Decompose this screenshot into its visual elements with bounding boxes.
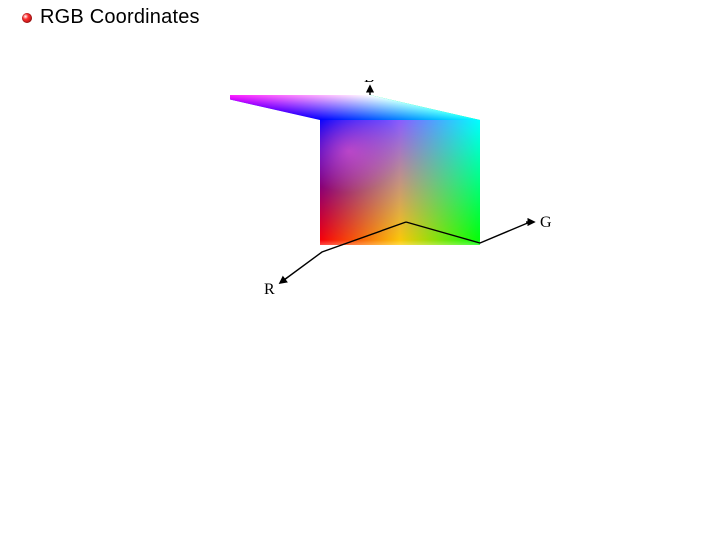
rgb-cube-figure: B G R — [230, 80, 570, 340]
heading-text: RGB Coordinates — [40, 6, 200, 29]
axis-r-arrowhead-seg — [280, 277, 288, 283]
cube-bottom-fade — [312, 240, 492, 258]
cube-front-magenta-hint — [320, 120, 480, 245]
slide: RGB Coordinates — [0, 0, 720, 540]
rgb-cube-svg: B G R — [230, 80, 570, 340]
bullet-icon — [22, 13, 32, 23]
axis-b-label: B — [364, 80, 375, 86]
axis-g-label: G — [540, 214, 552, 231]
cube-top-face — [230, 95, 480, 120]
heading-row: RGB Coordinates — [22, 6, 200, 29]
axis-r-label: R — [264, 281, 275, 298]
